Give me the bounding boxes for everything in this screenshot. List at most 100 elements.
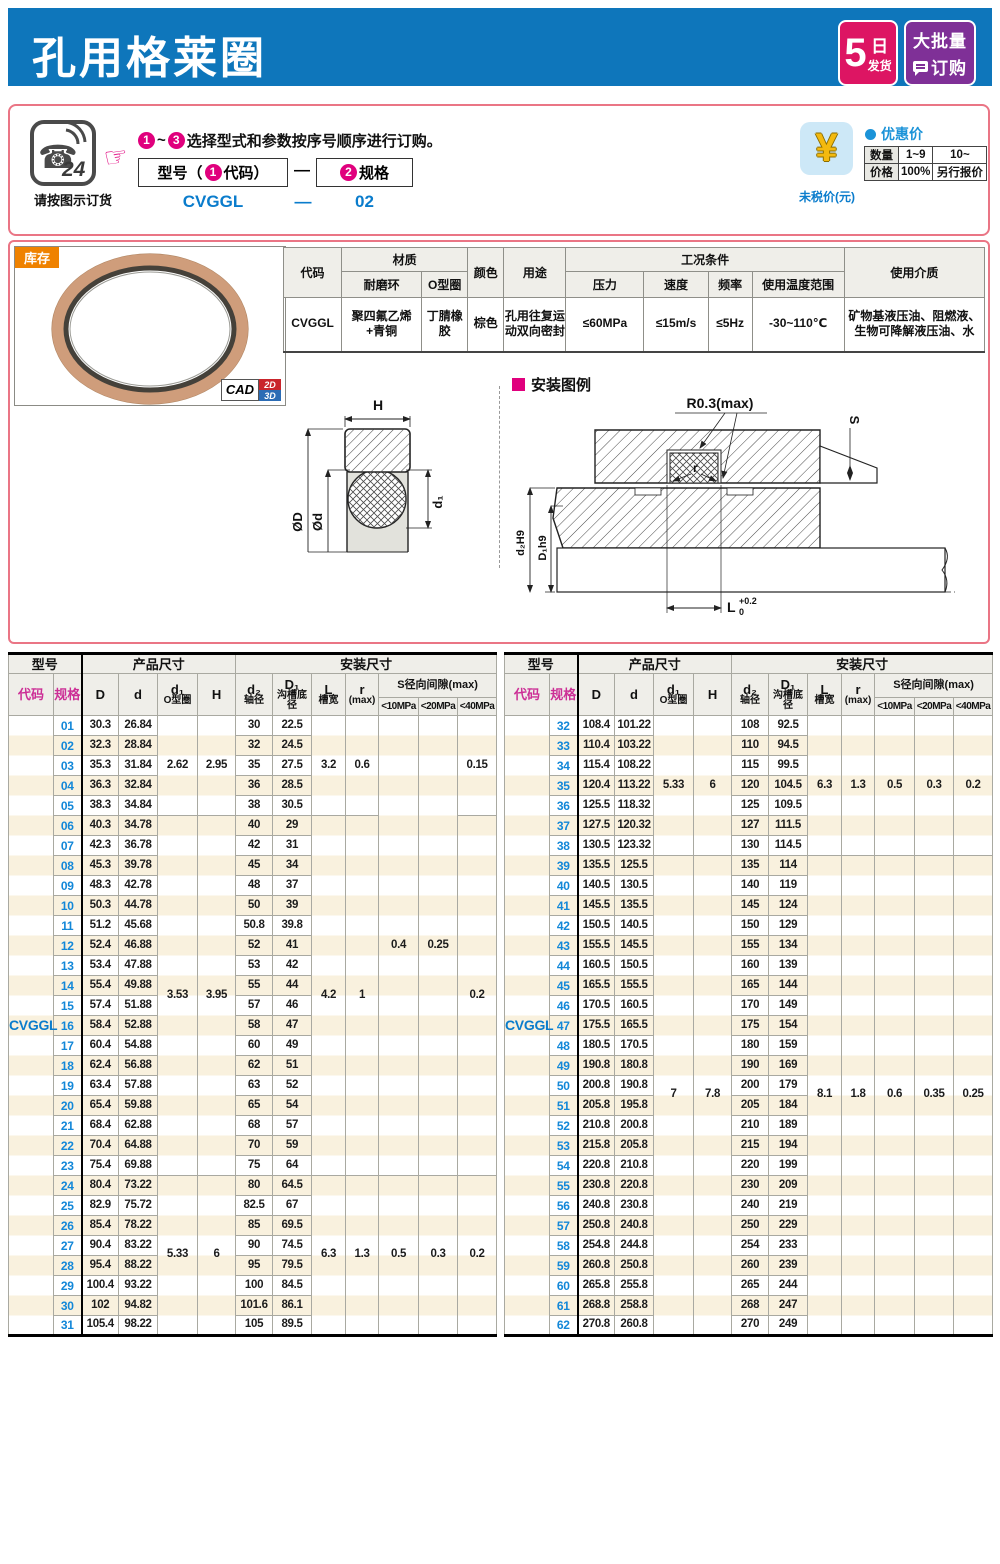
temp-value: -30~110℃	[751, 297, 845, 352]
table-row: 价格 100% 另行报价	[864, 163, 988, 181]
page-title: 孔用格莱圈	[32, 34, 267, 83]
spec-cell: 35	[548, 775, 579, 796]
cell-d: 250.8	[614, 1255, 655, 1276]
cell-D1: 34	[272, 855, 313, 876]
cell-D: 80.4	[81, 1175, 120, 1196]
step-circle-2: 2	[339, 164, 357, 181]
table-row: 14 55.4 49.88 55 44	[9, 975, 497, 996]
cell-d2: 108	[731, 715, 770, 736]
cell-D: 65.4	[81, 1095, 120, 1116]
header-L: L 槽宽	[311, 673, 347, 716]
cell-D1: 51	[272, 1055, 313, 1076]
cell-d: 190.8	[614, 1075, 655, 1096]
header-code: 代码	[8, 673, 54, 716]
spec-cell: 08	[52, 855, 83, 876]
cell-D: 190.8	[577, 1055, 616, 1076]
cell-d: 56.88	[118, 1055, 159, 1076]
table-row: 44 160.5 150.5 160 139	[505, 955, 993, 976]
cell-D1: 219	[768, 1195, 809, 1216]
example-model: CVGGL	[182, 192, 244, 211]
cell-d2: 160	[731, 955, 770, 976]
table-row: 36 125.5 118.32 125 109.5	[505, 795, 993, 816]
spec-cell: 52	[548, 1115, 579, 1136]
cell-D1: 229	[768, 1215, 809, 1236]
cell-d2: 180	[731, 1035, 770, 1056]
spec-cell: 04	[52, 775, 83, 796]
cell-D1: 74.5	[272, 1235, 313, 1256]
cad-download-badge[interactable]: CAD 2D 3D	[220, 379, 281, 401]
spec-cell: 12	[52, 935, 83, 956]
phone-hours: 24	[61, 158, 86, 181]
spec-cell: 42	[548, 915, 579, 936]
model-box-post: 代码）	[223, 165, 269, 182]
cell-D1: 24.5	[272, 735, 313, 756]
cell-D: 52.4	[81, 935, 120, 956]
table-row: 28 95.4 88.22 95 79.5	[9, 1255, 497, 1276]
col-header-freq: 频率	[707, 271, 753, 298]
cell-D1: 52	[272, 1075, 313, 1096]
cell-D: 115.4	[577, 755, 616, 776]
cell-H: 7.8	[693, 855, 733, 1336]
cad-2d-link[interactable]: 2D	[259, 379, 281, 391]
cell-d2: 75	[235, 1155, 274, 1176]
cell-D1: 179	[768, 1075, 809, 1096]
spec-cell: 48	[548, 1035, 579, 1056]
step-circle-3: 3	[167, 132, 185, 149]
cell-d: 88.22	[118, 1255, 159, 1276]
cell-D: 105.4	[81, 1315, 120, 1336]
material-code: CVGGL	[282, 297, 343, 352]
cell-d2: 40	[235, 815, 274, 836]
cell-D1: 139	[768, 955, 809, 976]
spec-cell: 38	[548, 835, 579, 856]
cell-D1: 59	[272, 1135, 313, 1156]
header-spec: 规格	[548, 673, 579, 716]
header-p20: <20MPa	[418, 697, 459, 716]
header-r-main: r	[359, 681, 365, 697]
spec-cell: 11	[52, 915, 83, 936]
cell-D: 62.4	[81, 1055, 120, 1076]
cell-d2: 205	[731, 1095, 770, 1116]
cell-D1: 104.5	[768, 775, 809, 796]
header-install-dims: 安装尺寸	[731, 653, 994, 674]
table-row: 21 68.4 62.88 68 57	[9, 1115, 497, 1136]
cad-label[interactable]: CAD	[220, 379, 259, 401]
cell-d2: 110	[731, 735, 770, 756]
table-row: 57 250.8 240.8 250 229	[505, 1215, 993, 1236]
cell-D: 53.4	[81, 955, 120, 976]
cell-D1: 46	[272, 995, 313, 1016]
header-p40: <40MPa	[953, 697, 994, 716]
spec-cell: 59	[548, 1255, 579, 1276]
spec-cell: 16	[52, 1015, 83, 1036]
cell-d: 170.5	[614, 1035, 655, 1056]
cell-D1: 99.5	[768, 755, 809, 776]
cell-D1: 41	[272, 935, 313, 956]
cell-d: 78.22	[118, 1215, 159, 1236]
cell-D: 120.4	[577, 775, 616, 796]
header-D1-sub: 沟槽底径	[773, 689, 804, 711]
cell-r: 1.3	[345, 1175, 380, 1336]
header-D1-main: D₁	[284, 676, 300, 692]
cell-D: 165.5	[577, 975, 616, 996]
header-p40: <40MPa	[457, 697, 498, 716]
spec-cell: 39	[548, 855, 579, 876]
cell-d: 150.5	[614, 955, 655, 976]
cell-d: 135.5	[614, 895, 655, 916]
cell-d1: 5.33	[653, 715, 695, 856]
bullet-icon	[865, 128, 876, 140]
cell-d: 64.88	[118, 1135, 159, 1156]
col-header-temp: 使用温度范围	[751, 271, 845, 298]
header-D1: D₁ 沟槽底径	[272, 673, 313, 716]
col-header-o-ring: O型圈	[421, 271, 469, 298]
header-p20: <20MPa	[914, 697, 955, 716]
spec-cell: 18	[52, 1055, 83, 1076]
table-row: 52 210.8 200.8 210 189	[505, 1115, 993, 1136]
cad-3d-link[interactable]: 3D	[259, 390, 281, 401]
header-H: H	[197, 673, 237, 716]
col-header-medium: 使用介质	[843, 247, 986, 298]
phone-glyph: ☎	[38, 139, 78, 175]
table-row: 10 50.3 44.78 50 39	[9, 895, 497, 916]
cell-d2: 50.8	[235, 915, 274, 936]
cell-D1: 184	[768, 1095, 809, 1116]
